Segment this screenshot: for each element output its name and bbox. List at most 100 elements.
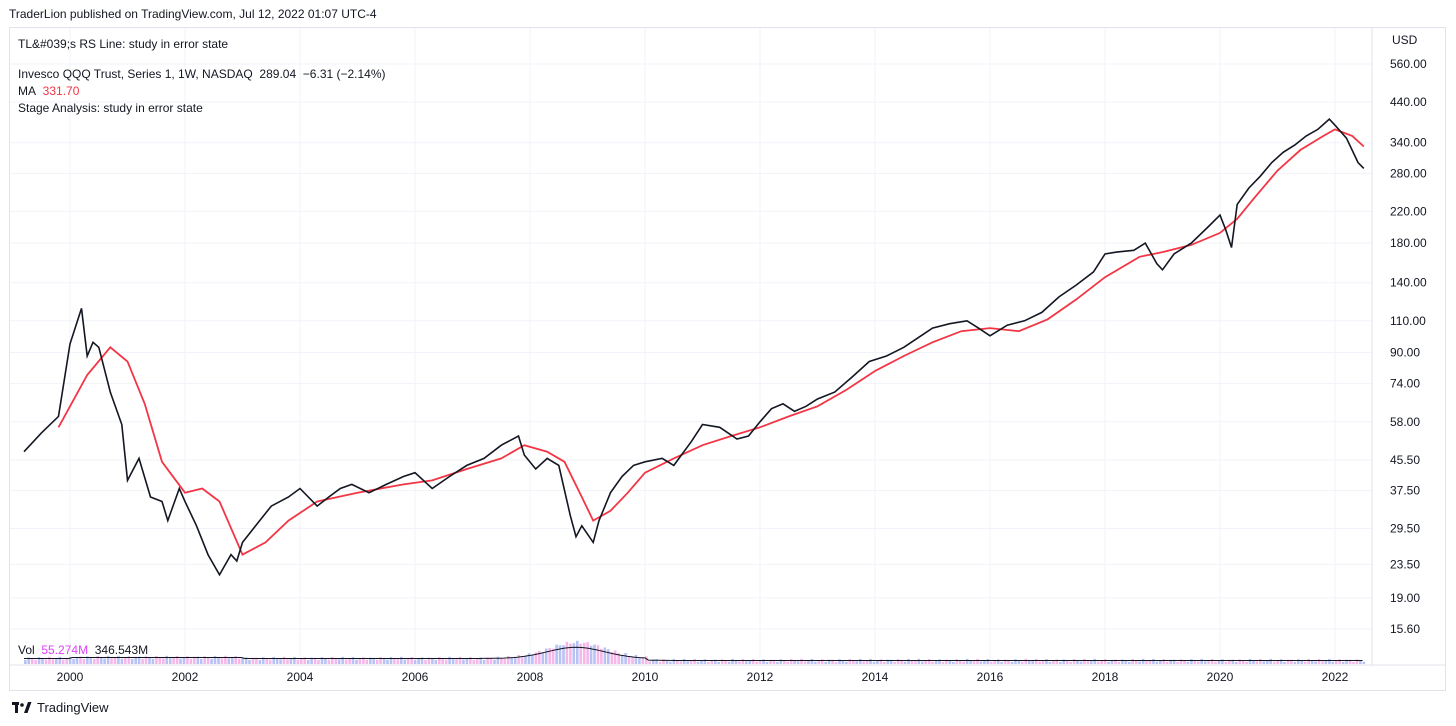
y-tick-label: 280.00 (1390, 166, 1427, 180)
volume-bar (331, 656, 334, 664)
price-line (23, 117, 1365, 577)
volume-bar (720, 659, 724, 664)
volume-bar (872, 661, 876, 664)
volume-bar (189, 659, 193, 664)
volume-bar (1110, 659, 1114, 664)
volume-bar (124, 657, 127, 664)
y-tick-label: 180.00 (1390, 236, 1427, 250)
symbol-legend[interactable]: Invesco QQQ Trust, Series 1, 1W, NASDAQ … (18, 67, 386, 81)
volume-bar (1155, 661, 1159, 664)
volume-bar (24, 660, 27, 664)
volume-bar (917, 658, 921, 664)
volume-bar (1279, 659, 1283, 664)
volume-bar (1193, 660, 1197, 664)
volume-bar (210, 658, 213, 664)
volume-bar (965, 658, 969, 664)
volume-bar (1355, 659, 1359, 664)
volume-bar (1255, 661, 1259, 664)
volume-bar (68, 657, 72, 664)
volume-bar (783, 660, 786, 664)
volume-bar (431, 657, 434, 664)
volume-bar (941, 662, 945, 664)
volume-bar (793, 660, 796, 664)
volume-bar (231, 657, 234, 664)
volume-bar (465, 658, 469, 664)
y-tick-label: 90.00 (1390, 345, 1420, 359)
volume-bar (900, 660, 903, 664)
volume-bar (500, 658, 503, 664)
volume-bar (1059, 662, 1062, 664)
rs-line-text: TL&#039;s RS Line: study in error state (18, 37, 229, 51)
volume-bar (289, 658, 293, 664)
volume-bar (117, 655, 120, 664)
stage-text: Stage Analysis: study in error state (18, 101, 203, 115)
volume-bar (627, 656, 631, 664)
volume-bar (831, 659, 834, 664)
x-tick-label: 2006 (402, 670, 429, 684)
volume-bar (589, 645, 593, 664)
volume-bar (883, 662, 886, 664)
volume-bar (186, 656, 189, 664)
volume-bar (876, 660, 879, 664)
volume-bar (1069, 661, 1072, 664)
volume-bar (1293, 662, 1297, 664)
volume-bar (731, 658, 734, 664)
ma-legend[interactable]: MA 331.70 (18, 84, 79, 98)
volume-bar (489, 657, 493, 664)
volume-bar (427, 657, 431, 664)
volume-bar (1234, 662, 1238, 664)
volume-bar (324, 658, 327, 664)
volume-bar (886, 659, 890, 664)
volume-bar (106, 655, 110, 664)
volume-bar (1224, 662, 1228, 664)
volume-bar (1210, 658, 1214, 664)
volume-bar (1362, 661, 1366, 664)
price-scale: 560.00 440.00 340.00 280.00 220.00 180.00 140.… (1390, 57, 1427, 636)
volume-bar (34, 659, 37, 664)
volume-bar (955, 659, 959, 664)
volume-bar (679, 661, 683, 664)
volume-bar (469, 657, 472, 664)
volume-bar (486, 657, 489, 664)
volume-bar (672, 658, 676, 664)
volume-bar (30, 658, 34, 664)
x-tick-label: 2018 (1092, 670, 1119, 684)
volume-bar (182, 657, 186, 664)
volume-legend[interactable]: Vol 55.274M 346.543M (18, 643, 148, 657)
volume-bar (1176, 662, 1179, 664)
rs-line-legend[interactable]: TL&#039;s RS Line: study in error state (18, 37, 228, 51)
volume-bar (1228, 659, 1231, 664)
volume-bar (662, 659, 665, 664)
footer-brand[interactable]: TradingView (12, 700, 109, 715)
volume-bar (769, 659, 772, 664)
volume-bar (558, 645, 562, 664)
volume-bar (393, 659, 396, 664)
volume-bar (631, 656, 634, 664)
volume-bar (931, 661, 934, 664)
volume-bar (1003, 659, 1007, 664)
volume-bar (213, 655, 217, 664)
volume-bar (948, 659, 952, 664)
y-tick-label: 29.50 (1390, 521, 1420, 535)
volume-bar (548, 648, 551, 664)
volume-bar (669, 661, 672, 664)
stage-legend[interactable]: Stage Analysis: study in error state (18, 101, 203, 115)
volume-bar (1103, 659, 1107, 664)
x-tick-label: 2014 (862, 670, 889, 684)
volume-bar (1245, 661, 1248, 664)
volume-bar (1021, 661, 1024, 664)
volume-bar (265, 658, 269, 664)
volume-bar (1352, 662, 1355, 664)
volume-bar (1138, 661, 1141, 664)
volume-bar (1162, 659, 1166, 664)
volume-bar (848, 658, 852, 664)
volume-bar (355, 659, 358, 664)
volume-bar (37, 657, 41, 664)
volume-bar (379, 657, 382, 664)
volume-bar (983, 660, 986, 664)
volume-bar (907, 658, 910, 664)
volume-bar (1335, 660, 1338, 664)
volume-bar (103, 658, 106, 664)
volume-bar (544, 648, 548, 664)
